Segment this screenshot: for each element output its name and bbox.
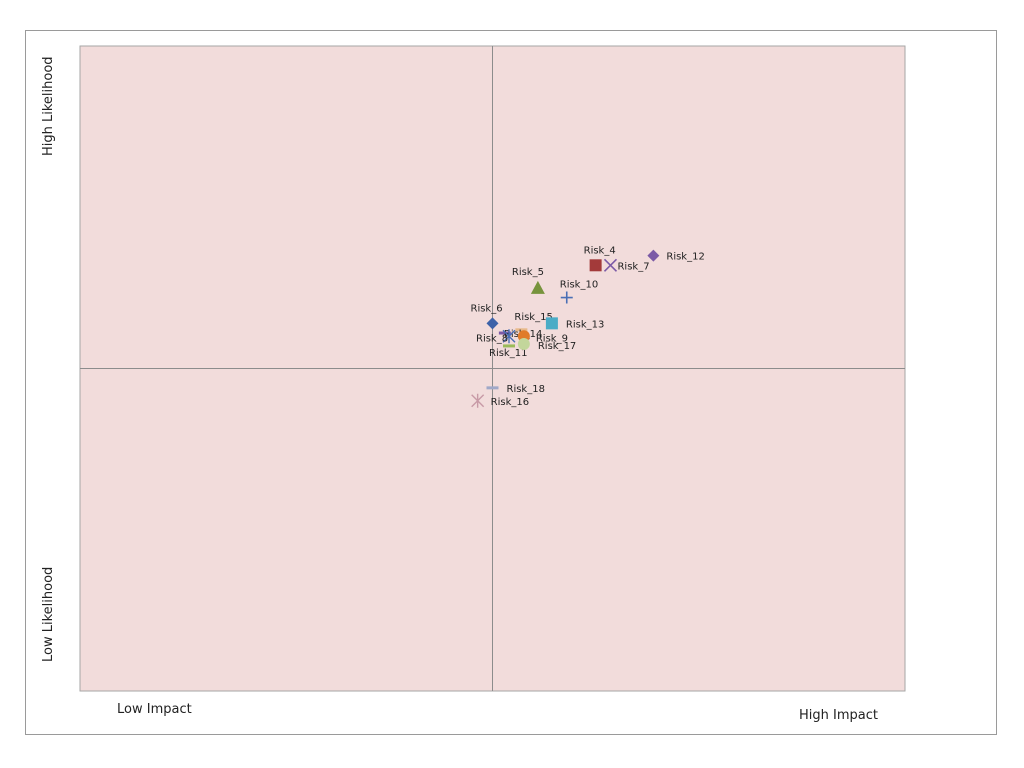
risk-16-label: Risk_16: [491, 397, 529, 408]
risk-17-marker: [517, 337, 530, 350]
high-impact-label: High Impact: [799, 708, 878, 723]
risk-17-label: Risk_17: [538, 341, 576, 352]
risk-18-marker: [486, 386, 499, 390]
risk-13-marker: [545, 317, 558, 330]
data-points: Risk_4 Risk_12 Risk_7 Risk_5 Risk_10 Risk_6 Ri…: [471, 245, 705, 408]
risk-12-marker: [647, 249, 660, 262]
risk-15-label: Risk_15: [514, 312, 552, 323]
risk-7-label: Risk_7: [617, 261, 649, 272]
risk-11-marker: [503, 344, 515, 348]
risk-15-marker: [515, 328, 528, 332]
risk-5-label: Risk_5: [512, 267, 544, 278]
risk-6-label: Risk_6: [471, 303, 503, 314]
risk-4-marker: [589, 259, 602, 272]
risk-8-label: Risk_8: [476, 333, 508, 344]
risk-13-label: Risk_13: [566, 319, 604, 330]
risk-7-marker: [603, 258, 618, 272]
risk-5-marker: [530, 280, 545, 294]
risk-11-label: Risk_11: [489, 348, 527, 359]
risk-18-label: Risk_18: [507, 384, 545, 395]
low-likelihood-label: Low Likelihood: [41, 567, 56, 662]
high-likelihood-label: High Likelihood: [41, 56, 56, 156]
risk-10-label: Risk_10: [560, 280, 598, 291]
risk-16-marker: [471, 393, 485, 408]
risk-4-label: Risk_4: [584, 245, 616, 256]
risk-6-marker: [486, 317, 499, 330]
low-impact-label: Low Impact: [117, 702, 192, 717]
risk-9-label: Risk_9: [536, 333, 568, 344]
risk-10-marker: [560, 291, 573, 304]
risk-12-label: Risk_12: [666, 252, 704, 263]
risk-8-marker: [502, 329, 516, 344]
